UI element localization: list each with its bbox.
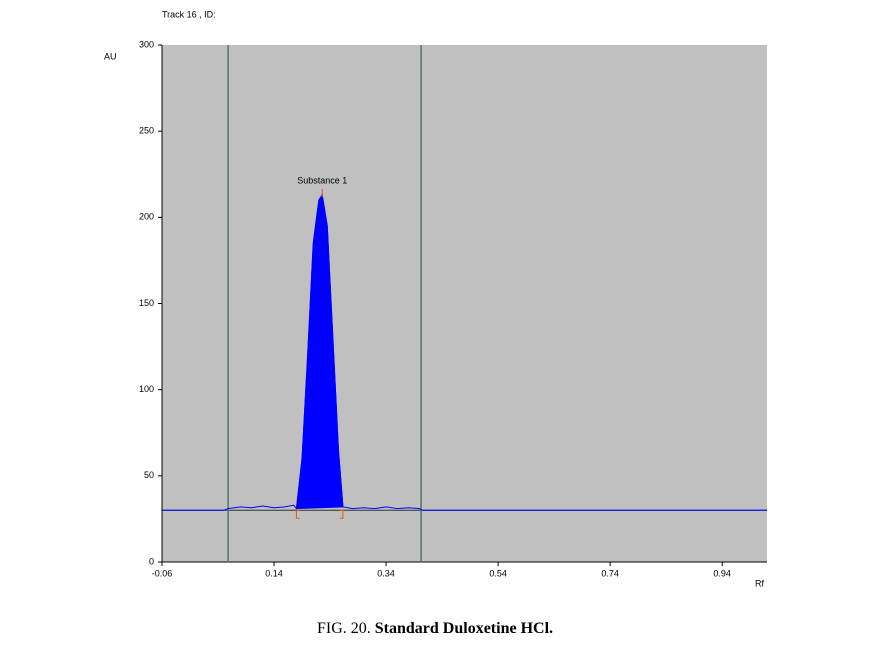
y-tick-label: 50	[144, 470, 154, 480]
caption-text: Standard Duloxetine HCl.	[375, 620, 553, 637]
x-tick-label: 0.94	[713, 568, 731, 578]
trace	[162, 193, 767, 511]
y-tick-label: 250	[139, 126, 154, 136]
y-axis-label: AU	[104, 51, 117, 61]
x-tick-label: 0.14	[265, 568, 283, 578]
chart-title: Track 16 , ID:	[162, 9, 216, 19]
caption-label: FIG. 20.	[317, 620, 371, 637]
peak-end	[339, 509, 344, 519]
x-tick-label: 0.34	[377, 568, 395, 578]
plot-background	[162, 45, 767, 562]
y-tick-label: 0	[149, 556, 154, 566]
y-tick-label: 150	[139, 298, 154, 308]
x-axis-label: Rf	[755, 578, 764, 588]
y-tick-label: 200	[139, 212, 154, 222]
x-tick-label: 0.74	[601, 568, 619, 578]
x-tick-label: -0.06	[152, 568, 173, 578]
x-tick-label: 0.54	[489, 568, 507, 578]
caption: FIG. 20. Standard Duloxetine HCl.	[317, 620, 553, 637]
y-tick-label: 100	[139, 384, 154, 394]
peak-label: Substance 1	[297, 175, 347, 185]
peak-start	[295, 509, 300, 519]
y-tick-label: 300	[139, 39, 154, 49]
